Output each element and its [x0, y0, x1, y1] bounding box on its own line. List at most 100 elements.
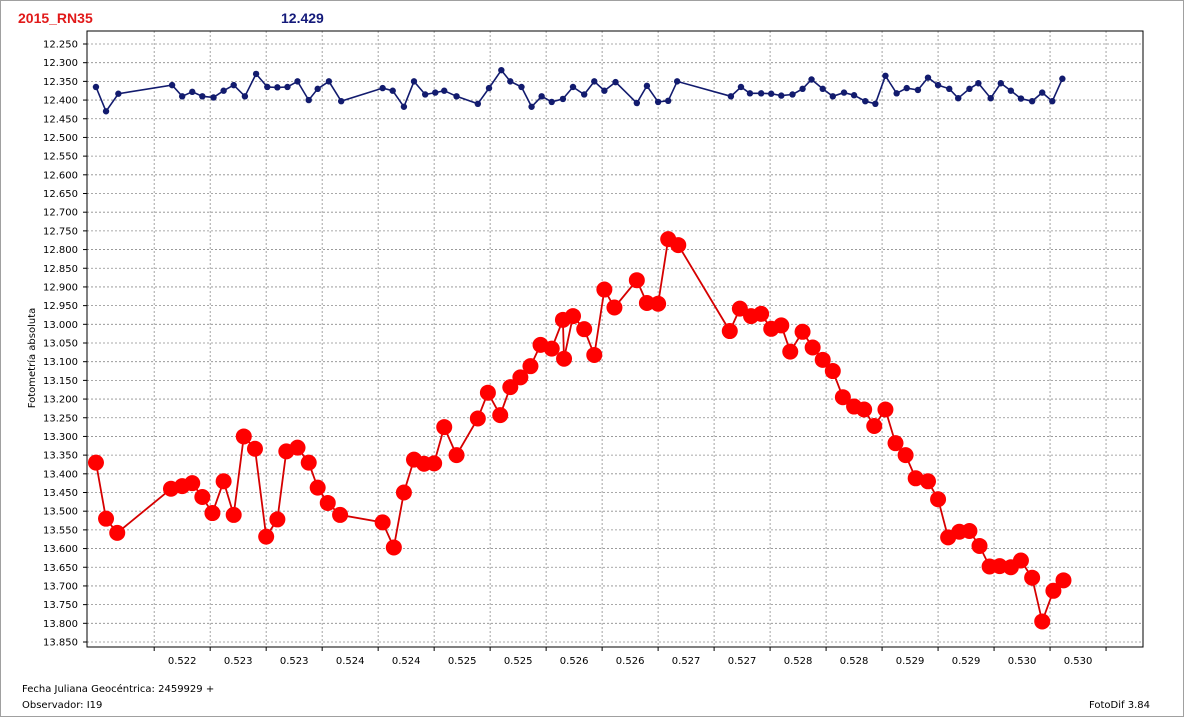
x-axis-ticks: 0.522 0.523 0.523 0.524 0.524 0.525 0.525 0.526… — [153, 647, 1107, 667]
reference-data-point — [643, 82, 651, 90]
object-data-point — [395, 484, 412, 501]
reference-data-point — [199, 93, 206, 100]
object-data-point — [856, 401, 873, 418]
reference-data-point — [569, 83, 577, 91]
object-data-point — [246, 440, 263, 457]
reference-data-point — [1007, 87, 1015, 94]
object-data-point — [502, 379, 519, 396]
plot-area-border — [86, 30, 1144, 648]
reference-data-point — [808, 76, 815, 83]
y-tick-label: 13.750 — [43, 600, 78, 611]
y-tick-label: 13.050 — [43, 339, 78, 350]
object-data-point — [109, 524, 126, 541]
object-data-point — [436, 419, 453, 436]
y-tick-label: 12.400 — [43, 96, 78, 107]
x-tick-label: 0.525 — [504, 656, 533, 667]
object-data-point — [426, 455, 443, 472]
x-tick-label: 0.524 — [392, 656, 421, 667]
object-data-point — [753, 305, 770, 322]
chart-grid — [87, 31, 1143, 647]
reference-data-point — [946, 85, 953, 93]
reference-magnitude-value: 12.429 — [281, 10, 324, 26]
reference-data-point — [400, 103, 408, 110]
y-tick-label: 12.800 — [43, 245, 78, 256]
object-data-point — [1012, 552, 1029, 569]
x-tick-label: 0.529 — [896, 656, 925, 667]
reference-data-point — [441, 87, 448, 94]
object-data-point — [269, 511, 286, 528]
reference-data-point — [581, 91, 588, 98]
reference-data-point — [727, 93, 735, 100]
object-data-point — [650, 295, 667, 312]
reference-star-series — [92, 66, 1066, 115]
y-tick-label: 12.900 — [43, 282, 78, 293]
y-tick-label: 13.100 — [43, 357, 78, 368]
reference-data-point — [1049, 97, 1056, 105]
object-data-point — [930, 491, 947, 508]
reference-data-point — [421, 91, 429, 98]
object-data-point — [492, 407, 509, 424]
object-data-point — [374, 514, 391, 531]
reference-data-point — [987, 94, 994, 102]
reference-data-point — [975, 80, 982, 87]
reference-data-point — [1059, 75, 1066, 82]
reference-data-point — [498, 66, 505, 74]
reference-data-point — [737, 83, 745, 91]
object-data-point — [512, 369, 529, 386]
reference-data-point — [799, 85, 806, 93]
object-data-point — [814, 351, 831, 368]
object-data-point — [961, 522, 978, 539]
object-data-point — [1045, 582, 1062, 599]
reference-data-point — [189, 88, 196, 96]
date-label: Fecha Juliana Geocéntrica: 2459929 + — [22, 684, 215, 695]
reference-data-point — [1039, 89, 1046, 96]
object-data-point — [556, 350, 573, 367]
reference-data-point — [934, 81, 942, 89]
x-tick-label: 0.526 — [560, 656, 589, 667]
reference-data-point — [305, 96, 312, 104]
reference-data-point — [778, 92, 785, 99]
object-name-title: 2015_RN35 — [18, 10, 93, 26]
object-data-point — [479, 384, 496, 401]
reference-data-point — [664, 97, 672, 105]
reference-data-point — [673, 78, 681, 85]
object-data-point — [773, 317, 790, 334]
object-data-point — [919, 473, 936, 490]
object-data-point — [782, 343, 799, 360]
x-tick-label: 0.526 — [616, 656, 645, 667]
reference-data-point — [914, 86, 922, 94]
x-tick-label: 0.527 — [728, 656, 757, 667]
object-data-point — [721, 323, 738, 340]
y-tick-label: 12.450 — [43, 114, 78, 125]
object-data-point — [606, 299, 623, 316]
reference-data-point — [819, 85, 826, 93]
reference-data-point — [612, 78, 619, 86]
reference-data-point — [966, 85, 973, 93]
reference-data-point — [757, 90, 765, 97]
object-data-point — [565, 308, 582, 325]
y-tick-label: 12.700 — [43, 208, 78, 219]
x-tick-label: 0.528 — [840, 656, 869, 667]
reference-data-point — [325, 78, 333, 85]
y-tick-label: 13.500 — [43, 507, 78, 518]
object-data-point — [887, 435, 904, 452]
reference-data-point — [601, 87, 608, 94]
y-tick-label: 13.400 — [43, 469, 78, 480]
x-tick-label: 0.525 — [448, 656, 477, 667]
data-series — [87, 66, 1072, 630]
y-tick-label: 12.850 — [43, 264, 78, 275]
object-data-point — [258, 528, 275, 545]
y-tick-label: 13.650 — [43, 563, 78, 574]
y-tick-label: 13.700 — [43, 581, 78, 592]
object-data-point — [576, 321, 593, 338]
object-data-point — [87, 454, 104, 471]
reference-data-point — [548, 98, 555, 106]
reference-data-point — [1028, 97, 1036, 105]
object-data-point — [628, 272, 645, 289]
object-data-point — [300, 454, 317, 471]
reference-data-point — [338, 97, 345, 105]
object-data-point — [319, 494, 336, 511]
x-tick-label: 0.529 — [952, 656, 981, 667]
x-tick-label: 0.530 — [1064, 656, 1093, 667]
